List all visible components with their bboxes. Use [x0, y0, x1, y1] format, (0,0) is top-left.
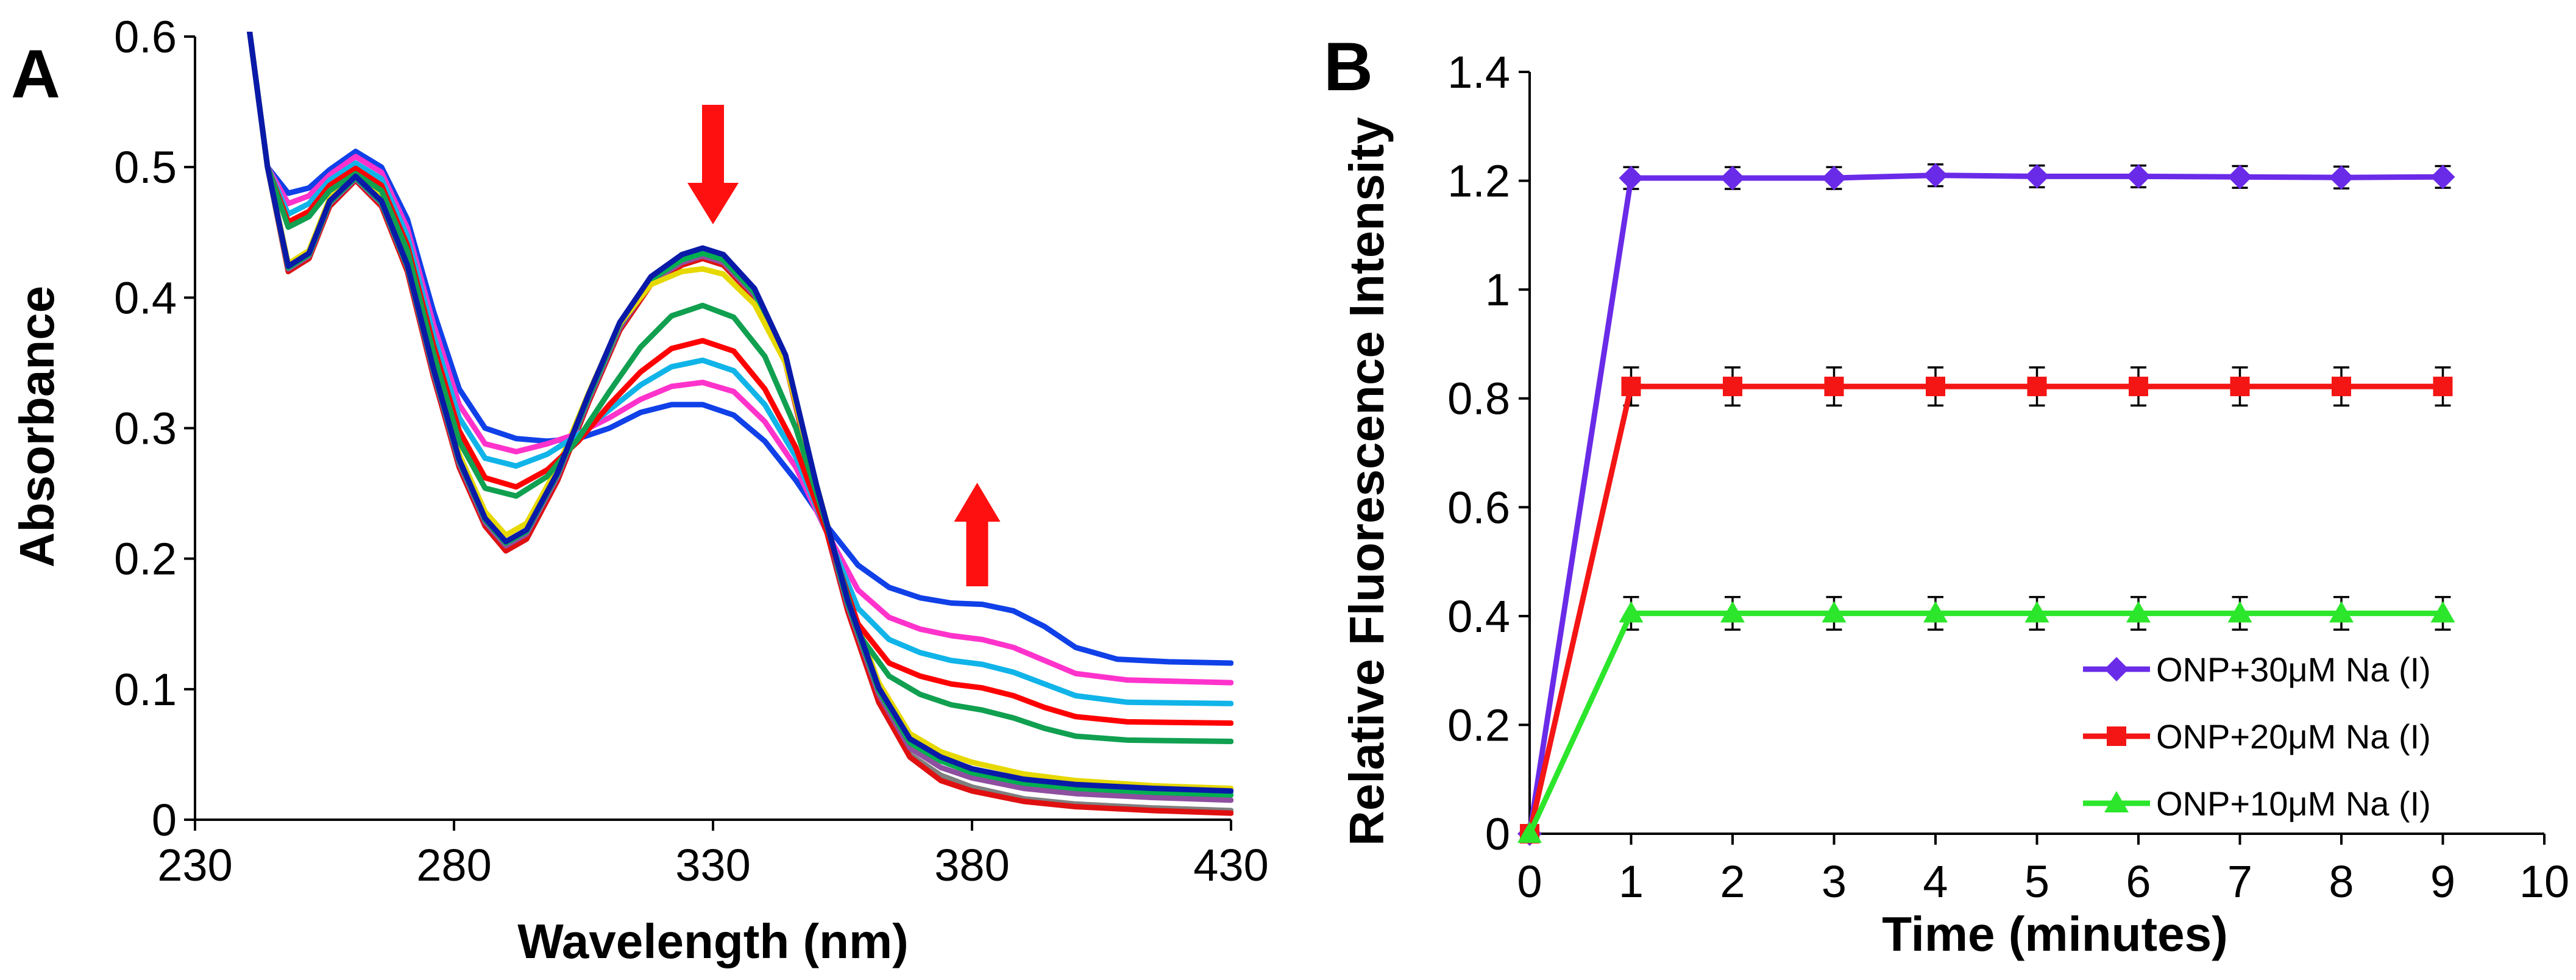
panel-b-data-point: [1822, 601, 1847, 623]
panel-b-x-tick-label: 0: [1517, 856, 1542, 907]
panel-b-data-point: [2126, 601, 2151, 623]
panel-a-x-tick-label: 430: [1193, 840, 1268, 890]
legend-label: ONP+30μM Na (I): [2156, 650, 2431, 689]
panel-b-data-point: [1517, 822, 1542, 843]
panel-b-data-point: [2126, 164, 2151, 189]
panel-a-y-tick-label: 0.2: [114, 534, 177, 584]
panel-b-data-point: [1621, 377, 1641, 397]
panel-a-x-tick-label: 380: [934, 840, 1009, 890]
panel-a-spectrum-line-10: [247, 32, 1233, 744]
panel-a-spectrum-line-3: [247, 32, 1233, 803]
panel-b-x-tick-label: 8: [2329, 856, 2354, 907]
panel-a-y-tick-label: 0.3: [114, 403, 177, 454]
panel-a-spectrum-line-6: [247, 32, 1233, 666]
panel-a-spectrum-line-8: [247, 32, 1233, 706]
panel-b-x-tick-label: 9: [2430, 856, 2455, 907]
panel-b-data-point: [1619, 601, 1644, 623]
panel-a-x-tick-label: 280: [416, 840, 491, 890]
panel-b-y-tick-label: 1.4: [1447, 47, 1510, 98]
panel-b-x-tick-label: 6: [2126, 856, 2151, 907]
panel-a-y-tick-label: 0.5: [114, 142, 177, 193]
panel-b-data-point: [2329, 601, 2354, 623]
panel-b-data-point: [1720, 166, 1745, 191]
panel-b-data-point: [2024, 601, 2049, 623]
panel-b-x-tick-label: 10: [2519, 856, 2569, 907]
panel-a: A 0 0.1 0.2 0.3 0.4 0.5 0.6 230 280 330 380 430 Wav…: [10, 12, 1269, 968]
legend-marker: [2107, 726, 2126, 746]
panel-b-data-point: [1926, 377, 1945, 397]
panel-b-data-point: [1923, 163, 1948, 188]
panel-b-data-point: [2129, 377, 2148, 397]
panel-a-y-tick-label: 0: [152, 795, 177, 845]
legend-label: ONP+20μM Na (I): [2156, 717, 2431, 756]
panel-b-data-point: [2332, 377, 2351, 397]
panel-a-y-tick-label: 0.1: [114, 664, 177, 715]
panel-b-data-point: [1720, 601, 1745, 623]
panel-a-y-tick-label: 0.6: [114, 12, 177, 62]
panel-b-data-point: [2227, 165, 2252, 190]
legend-item: ONP+30μM Na (I): [2083, 650, 2431, 689]
panel-b-y-tick-label: 0.6: [1447, 482, 1510, 533]
panel-a-spectrum-line-7: [247, 32, 1233, 686]
panel-a-x-tick-label: 230: [157, 840, 232, 890]
panel-a-x-axis-title: Wavelength (nm): [517, 914, 908, 968]
panel-b: B 0 0.2 0.4 0.6 0.8 1 1.2 1.4 0 1 2 3 4 5 6 7 8 9 10 ONP+30…: [1324, 29, 2569, 961]
legend-marker: [2104, 657, 2129, 681]
panel-a-spectrum-line-2: [247, 32, 1233, 816]
panel-b-y-tick-label: 0: [1485, 809, 1510, 859]
panel-a-y-axis-title: Absorbance: [10, 286, 64, 567]
panel-b-data-point: [2329, 165, 2354, 190]
panel-b-y-tick-label: 1: [1485, 265, 1510, 315]
panel-b-y-tick-label: 0.2: [1447, 700, 1510, 750]
panel-a-arrow-up: [954, 483, 1001, 586]
panel-b-y-tick-label: 0.4: [1447, 591, 1510, 642]
panel-b-label: B: [1324, 29, 1373, 105]
legend-item: ONP+10μM Na (I): [2083, 784, 2431, 823]
panel-b-data-point: [2024, 164, 2049, 189]
panel-b-data-point: [2430, 165, 2455, 190]
panel-b-data-point: [2433, 377, 2453, 397]
panel-a-arrow-down: [687, 105, 739, 224]
panel-a-x-tick-label: 330: [675, 840, 750, 890]
panel-b-series-line-1: [1527, 172, 2443, 834]
panel-b-series-2: [1520, 366, 2453, 843]
panel-a-spectrum-line-1: [247, 32, 1233, 814]
panel-a-series-group: [247, 32, 1233, 816]
panel-b-series-line-2: [1527, 383, 2443, 834]
panel-b-data-point: [1723, 377, 1742, 397]
panel-b-y-tick-label: 1.2: [1447, 156, 1510, 207]
panel-b-y-axis-title: Relative Fluorescence Intensity: [1339, 116, 1394, 846]
legend-item: ONP+20μM Na (I): [2083, 717, 2431, 756]
panel-b-x-tick-label: 1: [1619, 856, 1644, 907]
panel-b-data-point: [2430, 601, 2455, 623]
panel-b-legend: ONP+30μM Na (I) ONP+20μM Na (I) ONP+10μM N…: [2083, 650, 2431, 823]
panel-a-plot-area: 0 0.1 0.2 0.3 0.4 0.5 0.6 230 280 330 380 430: [114, 12, 1269, 890]
panel-b-x-tick-label: 2: [1720, 856, 1745, 907]
panel-b-data-point: [1822, 166, 1847, 191]
panel-b-x-tick-label: 5: [2024, 856, 2049, 907]
panel-a-spectrum-line-11: [247, 32, 1233, 794]
panel-b-data-point: [1824, 377, 1844, 397]
panel-b-data-point: [1619, 166, 1644, 191]
legend-label: ONP+10μM Na (I): [2156, 784, 2431, 823]
panel-b-series-3: [1517, 595, 2455, 843]
panel-a-y-tick-label: 0.4: [114, 272, 177, 323]
panel-b-plot-area: 0 0.2 0.4 0.6 0.8 1 1.2 1.4 0 1 2 3 4 5 6 7 8 9 10 ONP+30μM…: [1447, 47, 2569, 907]
panel-b-x-tick-label: 4: [1923, 856, 1948, 907]
panel-a-label: A: [11, 36, 60, 112]
panel-b-data-point: [2227, 601, 2252, 623]
panel-b-x-tick-label: 3: [1822, 856, 1847, 907]
panel-b-x-axis-title: Time (minutes): [1882, 907, 2228, 961]
panel-b-y-tick-label: 0.8: [1447, 374, 1510, 424]
panel-b-data-point: [2230, 377, 2250, 397]
legend-marker: [2104, 791, 2129, 812]
panel-b-x-tick-label: 7: [2227, 856, 2252, 907]
panel-b-data-point: [2027, 377, 2047, 397]
panel-a-spectrum-line-9: [247, 32, 1233, 726]
panel-b-series-line-3: [1527, 610, 2443, 835]
panel-b-data-point: [1923, 601, 1948, 623]
